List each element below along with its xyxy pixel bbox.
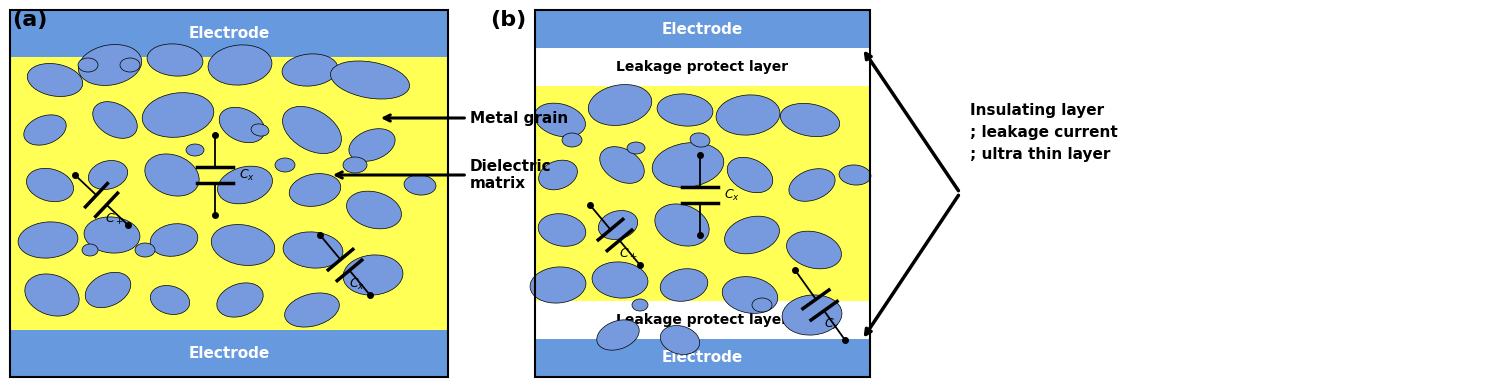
Ellipse shape <box>530 267 586 303</box>
Ellipse shape <box>717 95 779 135</box>
Text: Metal grain: Metal grain <box>384 111 568 125</box>
Text: (a): (a) <box>12 10 48 30</box>
Ellipse shape <box>24 115 66 145</box>
Ellipse shape <box>534 103 585 137</box>
Ellipse shape <box>788 169 835 201</box>
Text: $C_x$: $C_x$ <box>349 277 365 292</box>
Ellipse shape <box>562 133 582 147</box>
Ellipse shape <box>727 157 773 193</box>
Ellipse shape <box>660 269 708 301</box>
Ellipse shape <box>150 224 197 256</box>
Text: Electrode: Electrode <box>188 26 269 41</box>
Ellipse shape <box>343 157 367 173</box>
Bar <box>536 10 871 377</box>
Ellipse shape <box>283 54 338 86</box>
Ellipse shape <box>145 154 199 196</box>
Ellipse shape <box>251 124 269 136</box>
Bar <box>10 10 447 57</box>
Ellipse shape <box>147 44 203 76</box>
Text: $C_x$: $C_x$ <box>239 168 254 183</box>
Ellipse shape <box>331 61 410 99</box>
Ellipse shape <box>597 320 639 350</box>
Bar <box>536 48 871 86</box>
Text: $C_+$: $C_+$ <box>619 247 637 262</box>
Bar <box>10 10 447 377</box>
Text: Electrode: Electrode <box>188 346 269 361</box>
Ellipse shape <box>690 133 711 147</box>
Ellipse shape <box>78 45 142 86</box>
Ellipse shape <box>655 204 709 246</box>
Ellipse shape <box>283 232 343 268</box>
Bar <box>536 86 871 301</box>
Text: $C_x$: $C_x$ <box>824 317 839 332</box>
Ellipse shape <box>211 224 275 265</box>
Ellipse shape <box>208 45 272 85</box>
Text: Leakage protect layer: Leakage protect layer <box>616 60 788 74</box>
Ellipse shape <box>85 272 130 308</box>
Ellipse shape <box>135 243 156 257</box>
Text: Dielectric
matrix: Dielectric matrix <box>337 159 552 191</box>
Ellipse shape <box>88 161 127 190</box>
Ellipse shape <box>839 165 871 185</box>
Text: $C_+$: $C_+$ <box>106 212 124 227</box>
Ellipse shape <box>82 244 99 256</box>
Ellipse shape <box>217 283 263 317</box>
Ellipse shape <box>27 63 82 96</box>
Ellipse shape <box>724 216 779 254</box>
Text: (b): (b) <box>491 10 527 30</box>
Ellipse shape <box>349 129 395 161</box>
Ellipse shape <box>343 255 402 295</box>
Ellipse shape <box>752 298 772 312</box>
Bar <box>536 339 871 377</box>
Ellipse shape <box>781 103 839 137</box>
Ellipse shape <box>142 92 214 137</box>
Ellipse shape <box>404 175 435 195</box>
Ellipse shape <box>27 168 73 202</box>
Ellipse shape <box>652 143 724 187</box>
Ellipse shape <box>598 211 637 240</box>
Text: Electrode: Electrode <box>661 22 744 36</box>
Ellipse shape <box>539 160 577 190</box>
Ellipse shape <box>787 231 841 269</box>
Ellipse shape <box>627 142 645 154</box>
Ellipse shape <box>592 262 648 298</box>
Ellipse shape <box>93 102 138 138</box>
Ellipse shape <box>347 191 401 229</box>
Text: Insulating layer
; leakage current
; ultra thin layer: Insulating layer ; leakage current ; ult… <box>969 103 1118 163</box>
Bar <box>536 301 871 339</box>
Ellipse shape <box>84 217 141 253</box>
Ellipse shape <box>186 144 203 156</box>
Bar <box>536 10 871 48</box>
Bar <box>10 330 447 377</box>
Text: Electrode: Electrode <box>661 351 744 365</box>
Text: $C_x$: $C_x$ <box>724 187 741 202</box>
Ellipse shape <box>283 106 341 154</box>
Ellipse shape <box>631 299 648 311</box>
Ellipse shape <box>120 58 141 72</box>
Ellipse shape <box>657 94 714 126</box>
Bar <box>10 57 447 330</box>
Ellipse shape <box>25 274 79 316</box>
Ellipse shape <box>600 147 645 183</box>
Ellipse shape <box>782 295 842 335</box>
Ellipse shape <box>289 174 341 206</box>
Ellipse shape <box>723 277 778 313</box>
Ellipse shape <box>18 222 78 258</box>
Ellipse shape <box>150 286 190 315</box>
Ellipse shape <box>275 158 295 172</box>
Ellipse shape <box>220 107 265 143</box>
Ellipse shape <box>660 325 700 354</box>
Ellipse shape <box>588 84 652 125</box>
Ellipse shape <box>217 166 272 204</box>
Ellipse shape <box>539 214 586 246</box>
Ellipse shape <box>284 293 340 327</box>
Text: Leakage protect layer: Leakage protect layer <box>616 313 788 327</box>
Ellipse shape <box>78 58 99 72</box>
